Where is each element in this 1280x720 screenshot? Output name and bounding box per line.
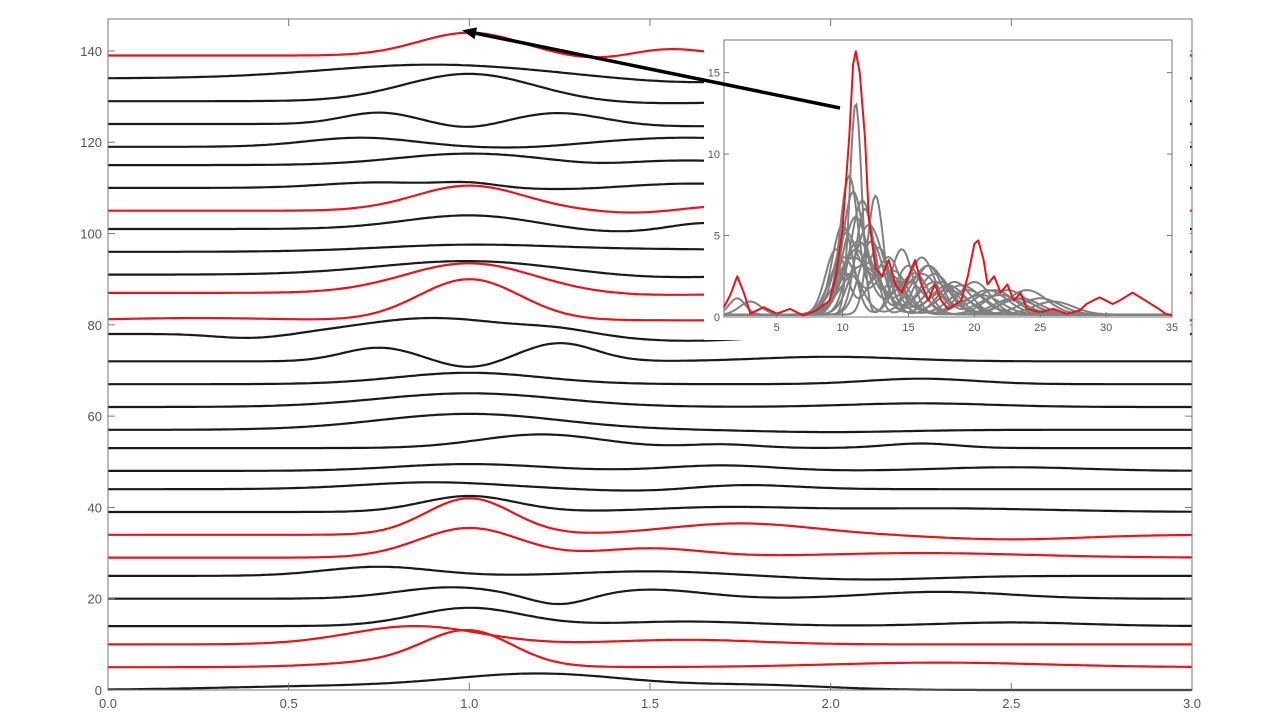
inset-y-tick-label-3: 15 — [708, 68, 720, 80]
x-tick-label-5: 2.5 — [1002, 696, 1020, 711]
series-line-15 — [108, 342, 1192, 368]
y-tick-label-0: 0 — [95, 683, 102, 698]
y-tick-label-6: 120 — [80, 135, 102, 150]
y-tick-label-7: 140 — [80, 44, 102, 59]
inset-x-tick-label-4: 25 — [1034, 322, 1046, 334]
series-line-2 — [108, 625, 1192, 646]
series-line-7 — [108, 497, 1192, 541]
inset-x-tick-label-1: 10 — [836, 322, 848, 334]
inset-highlight-line — [723, 50, 1173, 317]
x-tick-label-0: 0.0 — [99, 696, 117, 711]
inset-plot-frame — [723, 39, 1173, 318]
x-tick-label-1: 0.5 — [280, 696, 298, 711]
y-tick-label-2: 40 — [88, 500, 102, 515]
arrow-head — [462, 27, 478, 40]
series-line-8 — [108, 494, 1192, 514]
y-tick-label-4: 80 — [88, 318, 102, 333]
inset-x-tick-label-3: 20 — [968, 322, 980, 334]
inset-x-tick-label-2: 15 — [902, 322, 914, 334]
series-line-1 — [108, 628, 1192, 669]
y-tick-label-5: 100 — [80, 227, 102, 242]
series-line-5 — [108, 565, 1192, 581]
inset-series-group — [723, 50, 1173, 317]
inset-x-tick-label-6: 35 — [1166, 322, 1178, 334]
inset-ticks-group: 5 10 15 20 25 30 35 0 5 10 15 — [708, 68, 1178, 334]
series-line-6 — [108, 526, 1192, 559]
inset-x-tick-label-5: 30 — [1100, 322, 1112, 334]
x-tick-label-2: 1.0 — [460, 696, 478, 711]
inset-y-tick-label-0: 0 — [714, 312, 720, 324]
x-tick-label-6: 3.0 — [1183, 696, 1201, 711]
series-line-10 — [108, 463, 1192, 472]
peak-arrow-annotation — [462, 27, 841, 110]
series-line-3 — [108, 606, 1192, 628]
arrow-shaft — [475, 31, 841, 110]
inset-chart: 5 10 15 20 25 30 35 0 5 10 15 — [704, 37, 1190, 340]
inset-y-tick-label-2: 10 — [708, 149, 720, 161]
series-line-14 — [108, 371, 1192, 386]
inset-x-tick-label-0: 5 — [774, 322, 780, 334]
y-tick-label-1: 20 — [88, 592, 102, 607]
x-tick-label-3: 1.5 — [641, 696, 659, 711]
series-line-9 — [108, 481, 1192, 492]
y-tick-label-3: 60 — [88, 409, 102, 424]
series-line-13 — [108, 392, 1192, 409]
series-line-12 — [108, 412, 1192, 434]
series-line-11 — [108, 433, 1192, 450]
inset-gray-line-17 — [724, 264, 1172, 316]
inset-y-tick-label-1: 5 — [714, 231, 720, 243]
x-tick-label-4: 2.0 — [822, 696, 840, 711]
series-line-4 — [108, 586, 1192, 606]
